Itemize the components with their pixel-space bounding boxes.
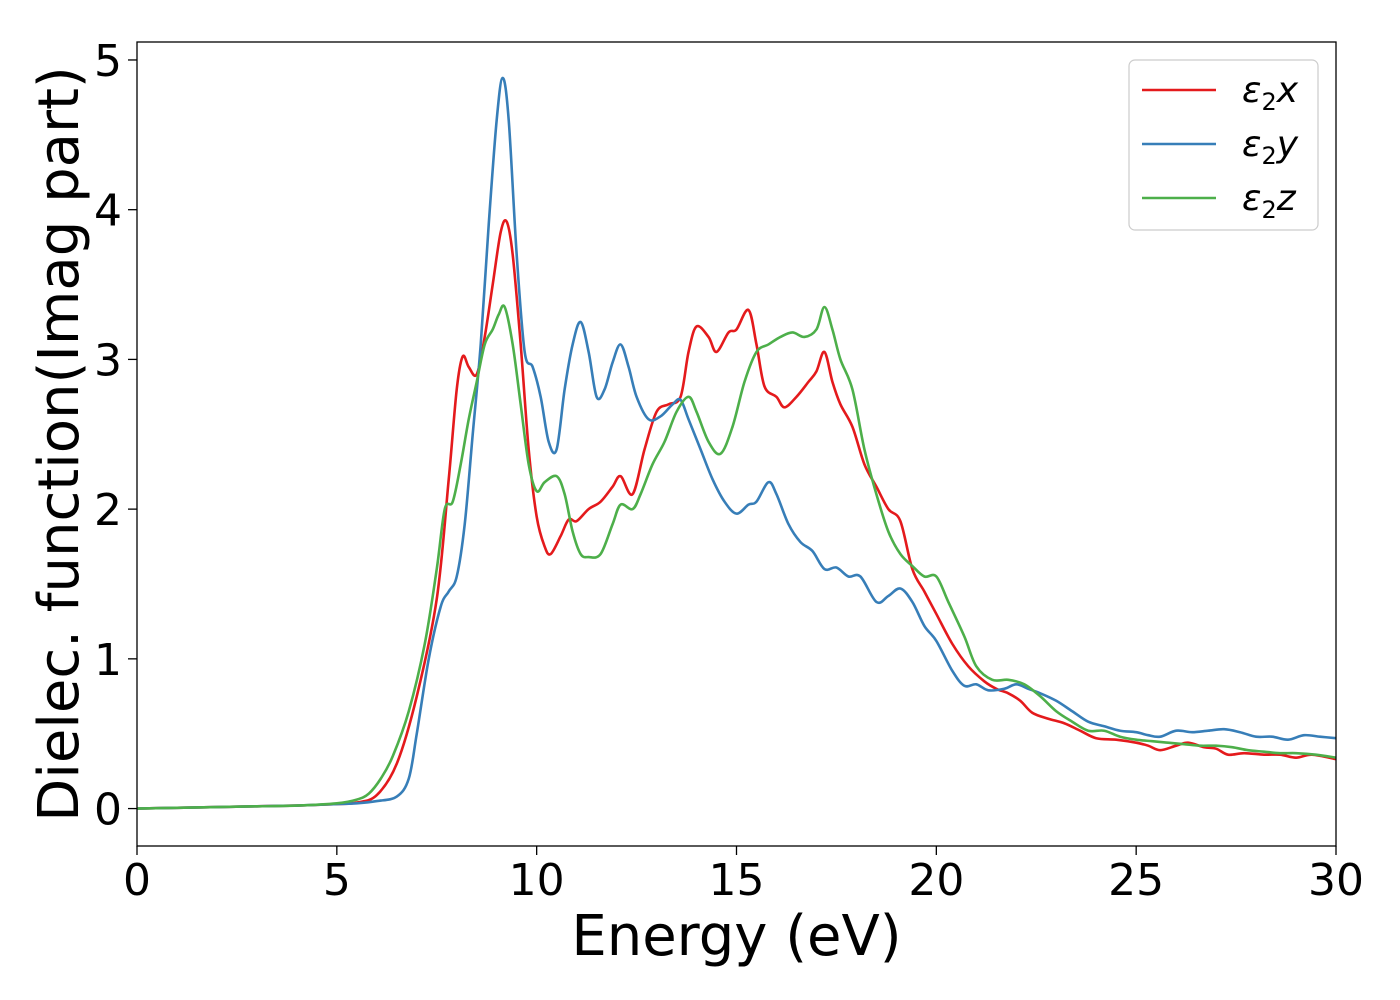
- series-layer: [136, 76, 1337, 810]
- legend-item-y: ε2y: [1142, 124, 1299, 170]
- x-tick-label: 0: [123, 855, 151, 906]
- y-axis-title: Dielec. function(Imag part): [27, 66, 92, 822]
- x-tick-label: 20: [908, 855, 964, 906]
- y-axis: 0 1 2 3 4 5: [94, 36, 137, 836]
- y-tick-label: 0: [94, 785, 122, 836]
- series-line-x: [136, 218, 1337, 810]
- y-tick-label: 3: [94, 335, 122, 386]
- x-tick-label: 30: [1308, 855, 1364, 906]
- legend: ε2x ε2y ε2z: [1128, 59, 1319, 231]
- y-tick-label: 2: [94, 485, 122, 536]
- legend-label: ε2y: [1242, 124, 1299, 170]
- x-tick-label: 25: [1108, 855, 1164, 906]
- series-line-z: [136, 304, 1337, 810]
- x-axis-title: Energy (eV): [571, 904, 901, 969]
- legend-box: [1128, 59, 1319, 231]
- legend-item-x: ε2x: [1142, 70, 1299, 116]
- series-line-y: [136, 76, 1337, 810]
- legend-label: ε2x: [1242, 70, 1299, 116]
- y-tick-label: 5: [94, 36, 122, 87]
- y-tick-label: 4: [94, 186, 122, 237]
- x-tick-label: 10: [509, 855, 565, 906]
- y-tick-label: 1: [94, 635, 122, 686]
- legend-label: ε2z: [1242, 178, 1297, 224]
- legend-item-z: ε2z: [1142, 178, 1297, 224]
- x-tick-label: 5: [323, 855, 351, 906]
- x-axis: 0 5 10 15 20 25 30: [123, 846, 1364, 906]
- x-tick-label: 15: [709, 855, 765, 906]
